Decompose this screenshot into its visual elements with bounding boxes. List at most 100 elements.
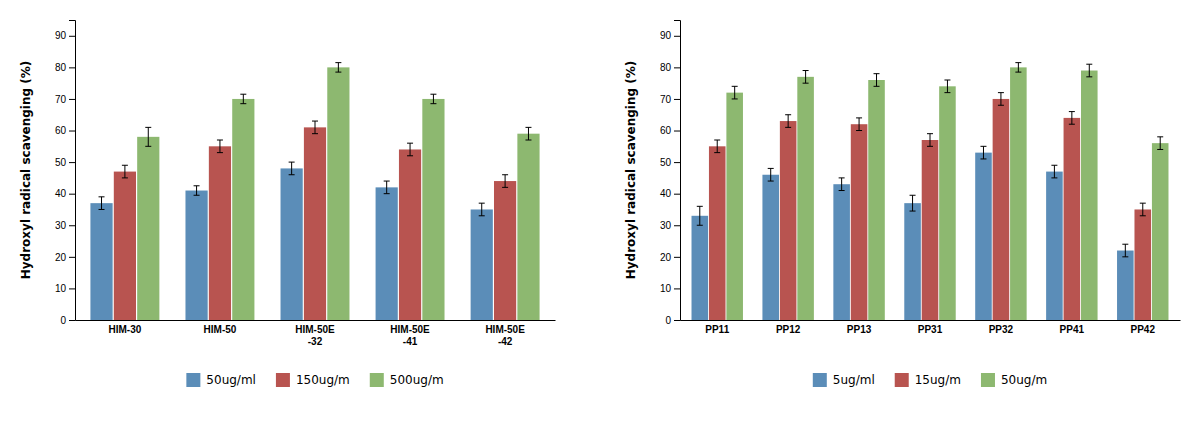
bar: [517, 134, 539, 320]
legend: 5ug/ml15ug/m50ug/m: [813, 373, 1047, 387]
tick-mark: [674, 194, 680, 195]
legend-item: 500ug/m: [370, 373, 444, 387]
error-cap: [1015, 62, 1021, 63]
error-cap: [240, 103, 246, 104]
error-line: [338, 63, 339, 72]
error-bar: [856, 118, 862, 131]
legend-label: 5ug/ml: [833, 373, 875, 387]
error-cap: [1051, 177, 1057, 178]
error-cap: [839, 177, 845, 178]
error-cap: [502, 174, 508, 175]
tick-label: 60: [660, 125, 672, 136]
error-bar: [803, 71, 809, 84]
bar: [1152, 143, 1169, 320]
error-bar: [1015, 63, 1021, 72]
bar: [185, 191, 207, 320]
error-cap: [944, 80, 950, 81]
tick: HIM-30: [109, 320, 142, 335]
bar: [709, 146, 726, 320]
error-line: [315, 121, 316, 134]
tick-label: 70: [55, 94, 67, 105]
legend-swatch: [370, 373, 384, 387]
error-line: [291, 162, 292, 175]
tick: 90: [660, 30, 680, 41]
bar: [1081, 71, 1098, 320]
error-bar: [1140, 203, 1146, 216]
error-bar: [479, 203, 485, 216]
tick-mark: [69, 162, 75, 163]
error-line: [196, 186, 197, 195]
error-line: [1089, 64, 1090, 77]
bar: [851, 124, 868, 320]
error-bar: [289, 162, 295, 175]
error-cap: [714, 140, 720, 141]
error-bar: [785, 115, 791, 128]
tick-label: 50: [55, 157, 67, 168]
tick: 60: [660, 125, 680, 136]
tick-label: PP31: [918, 324, 943, 335]
legend-item: 50ug/ml: [186, 373, 256, 387]
error-cap: [998, 92, 1004, 93]
tick-mark: [69, 36, 75, 37]
legend-label: 15ug/m: [915, 373, 961, 387]
error-bar: [312, 121, 318, 134]
x-axis: PP11PP12PP13PP31PP32PP41PP42: [681, 320, 1181, 335]
tick-label: 20: [55, 252, 67, 263]
error-bar: [145, 127, 151, 146]
error-line: [734, 86, 735, 99]
tick-label: PP32: [989, 324, 1014, 335]
error-cap: [99, 196, 105, 197]
bar: [471, 209, 493, 320]
legend: 50ug/ml150ug/m500ug/m: [186, 373, 443, 387]
error-bar: [217, 140, 223, 153]
bar: [209, 146, 231, 320]
tick-label: PP12: [776, 324, 801, 335]
error-bar: [1051, 165, 1057, 178]
error-cap: [803, 83, 809, 84]
error-cap: [335, 62, 341, 63]
tick-label: HIM-50E-32: [295, 324, 335, 347]
bar: [1117, 251, 1134, 320]
bar: [833, 184, 850, 320]
error-bar: [874, 74, 880, 87]
tick-label: 0: [665, 315, 671, 326]
bar: [1134, 209, 1151, 320]
error-bar: [384, 181, 390, 194]
error-cap: [910, 211, 916, 212]
error-bar: [697, 206, 703, 225]
error-cap: [1086, 76, 1092, 77]
error-cap: [194, 195, 200, 196]
error-bar: [1122, 244, 1128, 257]
tick: PP13: [847, 320, 872, 335]
error-line: [1018, 63, 1019, 72]
error-bar: [714, 140, 720, 153]
tick-mark: [674, 67, 680, 68]
bar: [975, 153, 992, 320]
error-cap: [312, 133, 318, 134]
error-line: [930, 134, 931, 147]
error-bar: [99, 197, 105, 210]
tick-label: 20: [660, 252, 672, 263]
tick-label: 10: [660, 283, 672, 294]
tick-mark: [69, 288, 75, 289]
legend-swatch: [813, 373, 827, 387]
legend-swatch: [276, 373, 290, 387]
tick: 0: [665, 315, 680, 326]
tick-label: 80: [660, 62, 672, 73]
tick-label: HIM-50E-41: [390, 324, 430, 347]
error-cap: [874, 86, 880, 87]
tick: 80: [55, 62, 75, 73]
tick: PP32: [989, 320, 1014, 335]
legend-item: 15ug/m: [895, 373, 961, 387]
tick: HIM-50E-42: [485, 320, 525, 347]
tick: 50: [660, 157, 680, 168]
error-cap: [525, 140, 531, 141]
error-cap: [99, 209, 105, 210]
y-axis: 0102030405060708090: [660, 21, 681, 326]
plot-area: [90, 63, 539, 320]
y-axis: 0102030405060708090: [55, 21, 76, 326]
bar: [868, 80, 885, 320]
error-cap: [407, 155, 413, 156]
error-cap: [145, 146, 151, 147]
tick-mark: [69, 194, 75, 195]
